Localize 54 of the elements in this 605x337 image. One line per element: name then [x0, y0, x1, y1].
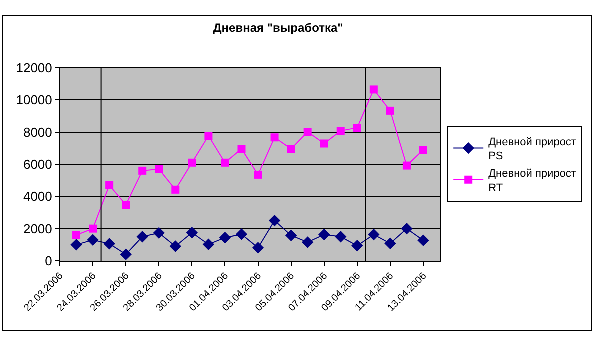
y-tick-label: 0 — [45, 254, 52, 269]
point — [70, 239, 82, 251]
y-tick-label: 12000 — [16, 60, 52, 76]
point — [89, 224, 98, 233]
point — [221, 158, 230, 167]
point — [106, 181, 114, 190]
point — [188, 158, 196, 167]
point — [170, 240, 182, 252]
point — [238, 145, 246, 154]
point — [419, 146, 428, 154]
point — [236, 228, 248, 240]
point — [287, 145, 296, 154]
chart-title: Дневная "выработка" — [213, 20, 344, 35]
point — [352, 240, 364, 252]
point — [335, 231, 347, 243]
point — [104, 238, 116, 250]
point — [254, 170, 262, 179]
point — [87, 234, 99, 246]
point — [302, 236, 314, 248]
point — [186, 227, 198, 239]
point — [368, 228, 380, 241]
point — [72, 231, 81, 240]
point — [370, 86, 378, 94]
point — [336, 127, 345, 136]
point — [155, 165, 164, 174]
point — [401, 222, 413, 235]
point — [304, 128, 312, 136]
point — [320, 140, 328, 148]
point — [122, 201, 130, 210]
point — [138, 166, 147, 175]
legend-label: Дневной прирост PS — [488, 136, 576, 163]
point — [120, 248, 132, 260]
point — [384, 238, 396, 250]
point — [172, 186, 180, 194]
y-tick-label: 10000 — [16, 92, 52, 108]
y-tick-label: 4000 — [23, 189, 52, 204]
y-tick-label: 8000 — [23, 124, 52, 140]
point — [402, 162, 411, 170]
y-tick-label: 6000 — [23, 157, 52, 172]
point — [386, 106, 394, 115]
point — [153, 227, 165, 240]
point — [270, 134, 279, 142]
point — [285, 230, 298, 242]
point — [353, 124, 362, 132]
point — [202, 238, 215, 250]
point — [219, 232, 232, 244]
y-tick-label: 2000 — [23, 221, 52, 236]
point — [268, 214, 281, 227]
legend-label: Дневной прирост RT — [488, 168, 576, 194]
point — [418, 234, 430, 246]
point — [252, 242, 264, 254]
point — [136, 231, 148, 243]
point — [318, 228, 330, 241]
point — [204, 132, 213, 140]
